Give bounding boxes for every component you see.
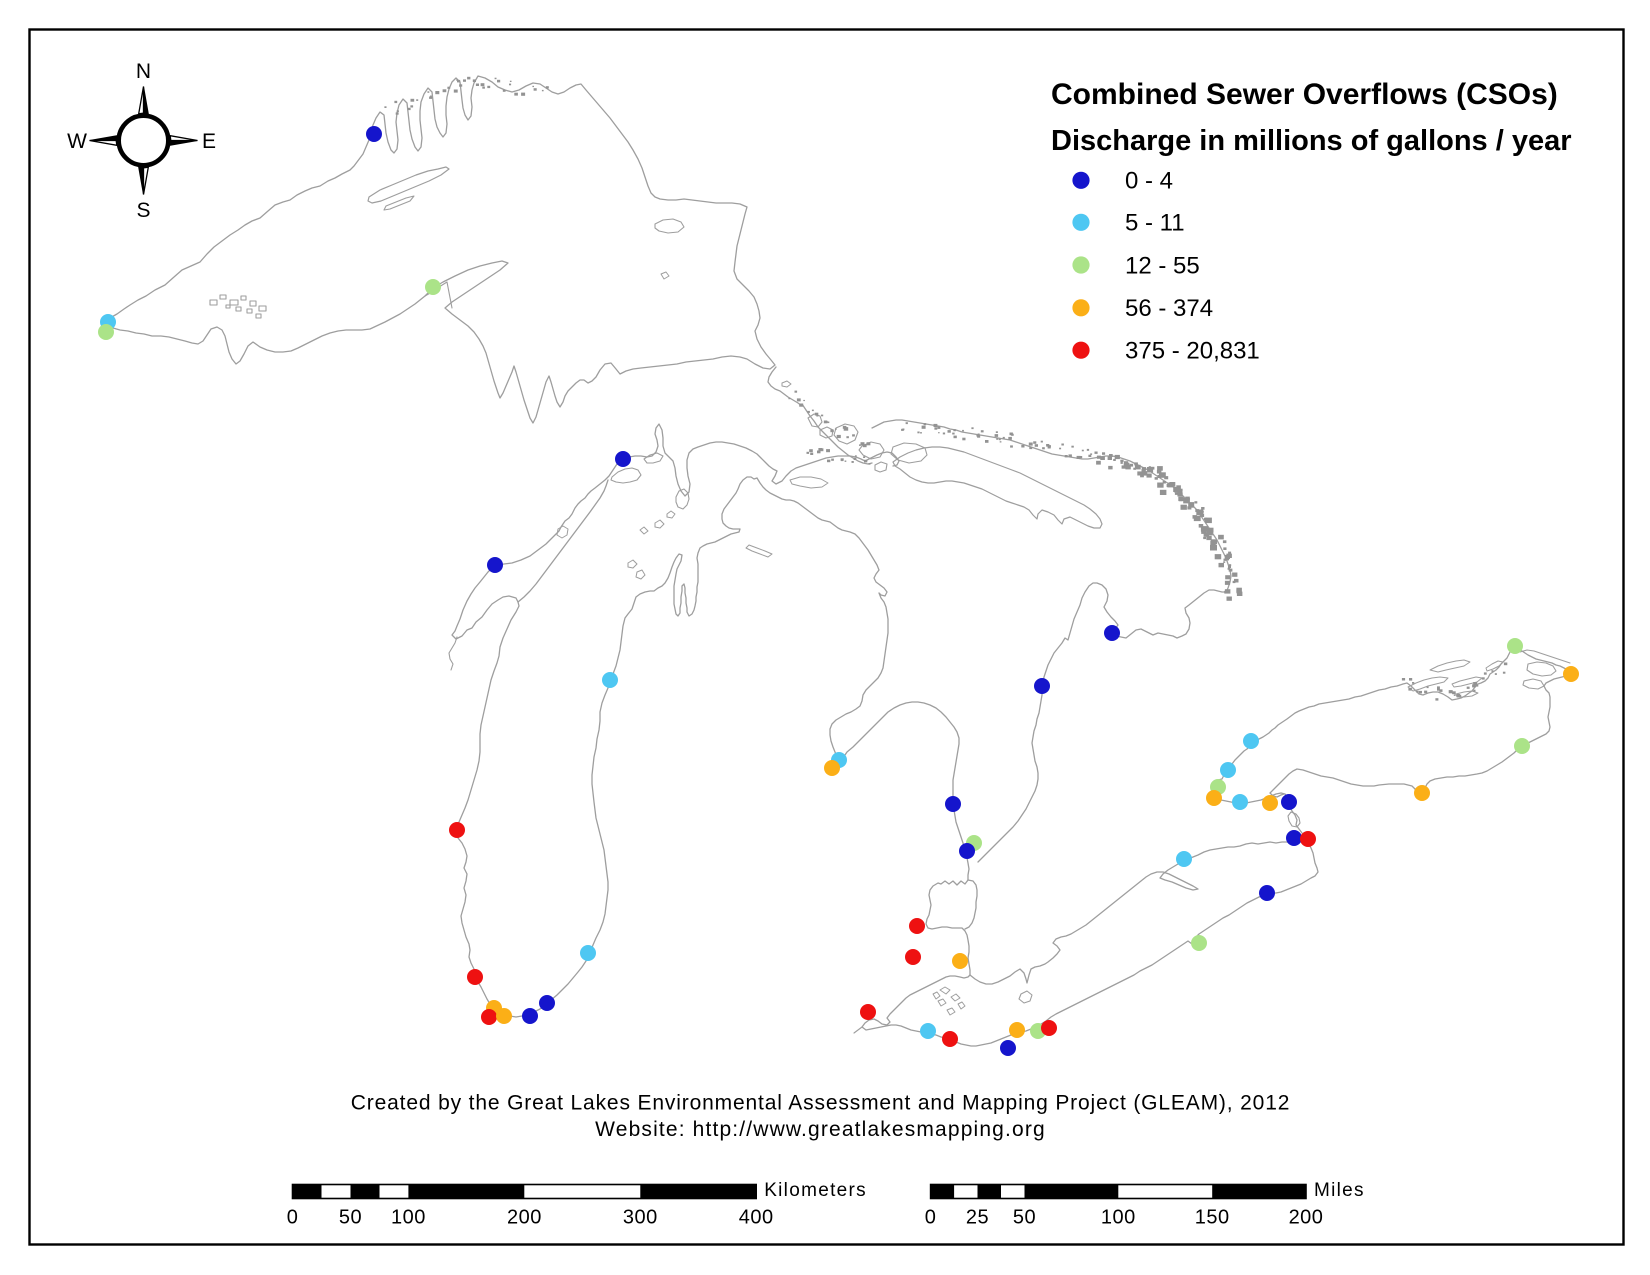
svg-text:0: 0 [287,1207,299,1229]
svg-text:50: 50 [1013,1207,1036,1229]
svg-text:Kilometers: Kilometers [764,1180,867,1201]
svg-text:Created by the Great Lakes Env: Created by the Great Lakes Environmental… [351,1092,1291,1115]
svg-text:100: 100 [1101,1207,1136,1229]
svg-text:N: N [136,60,151,83]
svg-text:0 - 4: 0 - 4 [1125,168,1173,195]
svg-text:12 - 55: 12 - 55 [1125,252,1200,279]
svg-text:200: 200 [1289,1207,1324,1229]
svg-text:Combined Sewer Overflows (CSOs: Combined Sewer Overflows (CSOs) [1051,78,1558,111]
svg-text:5 - 11: 5 - 11 [1125,210,1185,237]
svg-text:Website: http://www.greatlakes: Website: http://www.greatlakesmapping.or… [595,1118,1046,1141]
svg-text:E: E [202,130,216,153]
svg-text:200: 200 [507,1207,542,1229]
svg-text:50: 50 [339,1207,362,1229]
svg-text:375 - 20,831: 375 - 20,831 [1125,338,1260,365]
svg-text:300: 300 [623,1207,658,1229]
svg-text:Discharge in millions of gallo: Discharge in millions of gallons / year [1051,125,1572,157]
svg-text:W: W [67,130,87,153]
svg-text:Miles: Miles [1314,1180,1365,1201]
svg-text:25: 25 [966,1207,989,1229]
svg-text:150: 150 [1195,1207,1230,1229]
svg-text:0: 0 [925,1207,937,1229]
svg-text:S: S [136,199,150,222]
svg-text:400: 400 [739,1207,774,1229]
svg-text:100: 100 [391,1207,426,1229]
svg-text:56 - 374: 56 - 374 [1125,295,1213,322]
